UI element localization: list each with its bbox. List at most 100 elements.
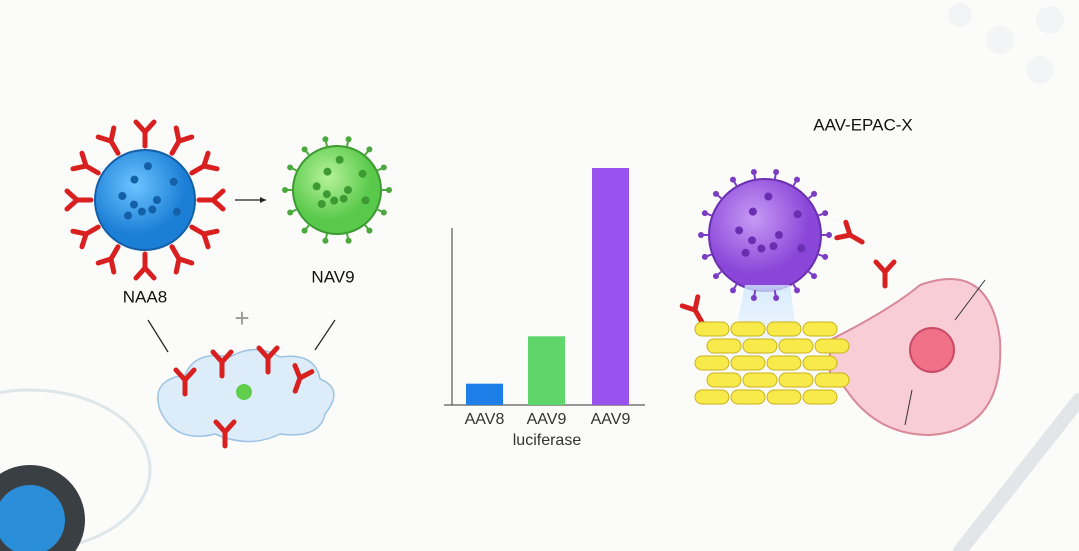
membrane-segment	[742, 338, 778, 354]
spike-tip	[380, 164, 387, 171]
spike-tip	[811, 273, 818, 280]
pointer	[904, 389, 913, 426]
membrane-segment	[742, 372, 778, 388]
membrane-segment	[694, 355, 730, 371]
spike-tip	[750, 168, 757, 175]
capsid-dot	[344, 186, 352, 194]
membrane-segment	[694, 389, 730, 405]
bar-chart: luciferase AAV8 AAV9 AAV9	[444, 168, 645, 449]
capsid-dot	[317, 199, 326, 208]
capsid-dot	[169, 177, 178, 186]
spike-tip	[380, 209, 387, 216]
spike-tip	[345, 136, 352, 143]
nucleus	[909, 327, 955, 373]
x-tick-label: AAV9	[591, 411, 631, 428]
arrow-head	[260, 197, 266, 203]
membrane-segment	[802, 321, 838, 337]
membrane-segment	[814, 338, 850, 354]
antibody	[189, 150, 220, 176]
membrane-segment	[730, 389, 766, 405]
pointer	[954, 279, 986, 321]
antibody	[834, 219, 865, 245]
capsid-dot	[137, 207, 146, 216]
spike-tip	[773, 295, 780, 302]
membrane-segment	[730, 355, 766, 371]
antibody	[70, 224, 101, 250]
capsid-dot	[143, 162, 152, 171]
spike-tip	[811, 190, 818, 197]
bar	[466, 383, 503, 405]
antibody	[133, 119, 157, 149]
spike-tip	[712, 273, 719, 280]
lens-inner	[0, 485, 65, 551]
antibody	[173, 367, 197, 397]
spike-tip	[712, 190, 719, 197]
antibody	[873, 259, 897, 289]
spike-tip	[301, 146, 308, 153]
spike-tip	[301, 227, 308, 234]
antibody	[95, 125, 121, 156]
membrane-segment	[778, 338, 814, 354]
membrane-segment	[706, 338, 742, 354]
spike-tip	[282, 187, 288, 193]
capsid-dot	[775, 231, 783, 239]
capsid-dot	[323, 167, 332, 176]
bar	[592, 168, 629, 405]
capsid-dot	[748, 207, 757, 216]
spike-tip	[287, 164, 294, 171]
capsid-dot	[793, 210, 802, 219]
particle	[236, 384, 252, 400]
spike-tip	[822, 210, 829, 217]
bar	[528, 336, 565, 405]
membrane-segment	[814, 372, 850, 388]
capsid-dot	[130, 175, 139, 184]
spike-tip	[730, 287, 736, 294]
capsid-dot	[172, 207, 181, 216]
antibody	[213, 419, 237, 449]
capsid-dot	[153, 196, 161, 204]
spike-tip	[287, 209, 294, 216]
membrane-segment	[766, 389, 802, 405]
spike-tip	[701, 210, 708, 217]
membrane-segment	[694, 321, 730, 337]
rack	[948, 3, 1064, 84]
capsid-dot	[764, 192, 773, 201]
capsid-dot	[312, 182, 321, 191]
spike-tip	[386, 187, 392, 193]
antibody	[196, 188, 226, 212]
antibody	[70, 150, 101, 176]
antibody	[169, 244, 195, 275]
virus-label: NAA8	[123, 287, 167, 306]
x-tick-label: AAV8	[465, 411, 505, 428]
capsid-dot	[148, 205, 157, 214]
pipette	[953, 393, 1079, 551]
antibody	[64, 188, 94, 212]
decoration	[0, 3, 1079, 551]
membrane-segment	[778, 372, 814, 388]
capsid-dot	[769, 242, 778, 251]
spike-tip	[822, 253, 829, 260]
capsid-dot	[124, 211, 133, 220]
antibody	[210, 349, 234, 379]
spike-tip	[345, 237, 352, 244]
spike-tip	[322, 237, 329, 244]
construct-label: AAV-EPAC-X	[813, 115, 913, 134]
capsid-dot	[330, 196, 339, 205]
capsid-dot	[129, 200, 138, 209]
capsid-dot	[748, 236, 757, 245]
membrane-segment	[766, 355, 802, 371]
spike-tip	[794, 287, 800, 294]
membrane-segment	[730, 321, 766, 337]
capsid-dot	[339, 194, 348, 203]
spike-tip	[698, 232, 704, 238]
spike-tip	[750, 295, 757, 302]
membrane-segment	[706, 372, 742, 388]
plus: +	[234, 303, 249, 333]
spike-tip	[322, 136, 329, 143]
capsid-dot	[335, 155, 344, 164]
membrane-segment	[766, 321, 802, 337]
spike-tip	[701, 253, 708, 260]
spike-tip	[730, 176, 736, 183]
spike-tip	[366, 227, 373, 234]
